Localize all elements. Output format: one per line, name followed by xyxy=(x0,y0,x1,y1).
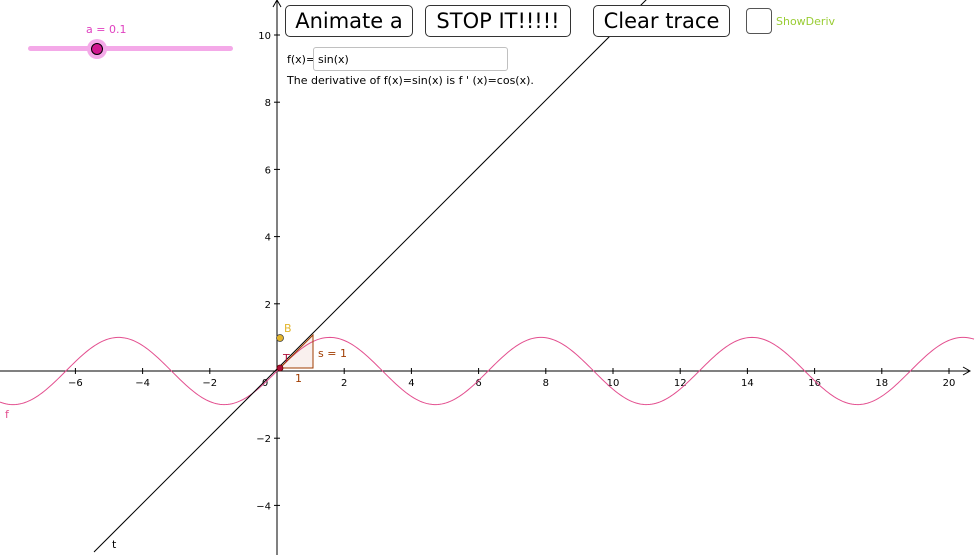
x-tick-label: 16 xyxy=(808,378,821,389)
clear-trace-button[interactable]: Clear trace xyxy=(593,5,730,37)
x-tick-label: 8 xyxy=(543,378,549,389)
stop-it-button[interactable]: STOP IT!!!!! xyxy=(425,5,571,37)
point-b[interactable] xyxy=(276,334,284,342)
x-tick-label: 20 xyxy=(943,378,956,389)
tangent-label: t xyxy=(112,538,117,551)
y-axis-arrow xyxy=(272,0,282,8)
x-tick-label: 4 xyxy=(408,378,414,389)
derivative-text: The derivative of f(x)=sin(x) is f ' (x)… xyxy=(287,74,534,87)
show-deriv-checkbox[interactable] xyxy=(746,8,772,34)
function-input-field[interactable] xyxy=(313,47,508,71)
x-tick-label: 2 xyxy=(341,378,347,389)
y-tick-label: −2 xyxy=(256,434,271,445)
y-tick-label: 8 xyxy=(265,98,271,109)
show-deriv-label[interactable]: ShowDeriv xyxy=(776,15,836,28)
function-f-curve[interactable] xyxy=(0,336,975,406)
x-tick-label: 6 xyxy=(475,378,481,389)
x-tick-label: 12 xyxy=(674,378,687,389)
point-b-label: B xyxy=(284,322,292,335)
run-label: 1 xyxy=(295,372,302,385)
x-tick-label: −6 xyxy=(68,378,83,389)
x-tick-label: 18 xyxy=(875,378,888,389)
x-tick-label: −4 xyxy=(135,378,150,389)
slope-triangle xyxy=(278,333,314,369)
x-tick-label: 0 xyxy=(262,378,268,389)
slope-label: s = 1 xyxy=(318,347,347,360)
y-tick-label: 6 xyxy=(265,165,271,176)
point-t-label: T xyxy=(282,352,290,365)
function-f-label: f xyxy=(5,408,10,421)
slider-a-knob[interactable] xyxy=(91,43,103,55)
x-tick-label: −2 xyxy=(202,378,217,389)
animate-a-button[interactable]: Animate a xyxy=(285,5,413,37)
x-tick-label: 10 xyxy=(607,378,620,389)
y-tick-label: 4 xyxy=(265,233,271,244)
point-t[interactable] xyxy=(276,364,284,372)
y-tick-label: 2 xyxy=(265,300,271,311)
y-tick-label: −4 xyxy=(256,501,271,512)
y-tick-label: 10 xyxy=(258,31,271,42)
x-axis-arrow xyxy=(962,366,972,376)
slider-a-track[interactable] xyxy=(28,46,233,51)
x-tick-label: 14 xyxy=(741,378,754,389)
x-axis-group: −6 −4 −2 0 2 4 6 8 10 12 14 16 18 20 xyxy=(0,366,972,389)
function-input-label: f(x)= xyxy=(287,53,316,66)
tangent-line-t[interactable] xyxy=(93,0,650,553)
y-axis-group: −4 −2 2 4 6 8 10 xyxy=(256,0,282,555)
slider-a-label: a = 0.1 xyxy=(86,23,127,36)
